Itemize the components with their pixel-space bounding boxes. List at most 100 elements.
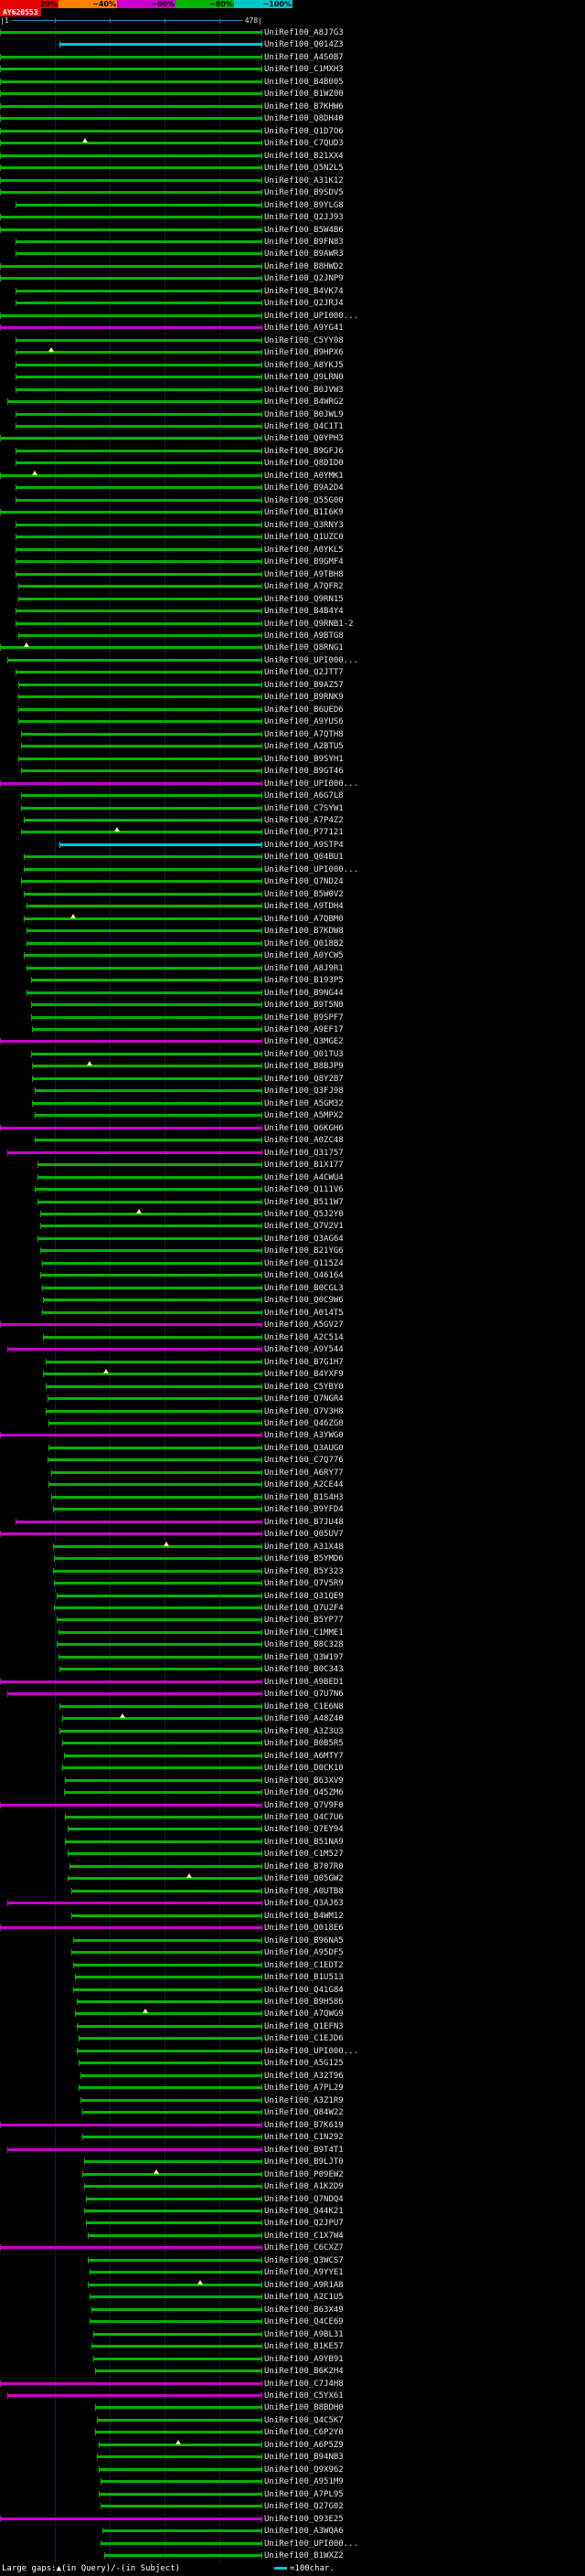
alignment-bar[interactable]: [48, 1419, 262, 1426]
alignment-bar[interactable]: [0, 275, 262, 282]
alignment-bar[interactable]: [39, 1247, 263, 1255]
alignment-bar[interactable]: [87, 2231, 262, 2239]
alignment-bar[interactable]: [92, 2330, 262, 2337]
alignment-bar[interactable]: [16, 521, 262, 528]
alignment-bar[interactable]: [0, 312, 262, 319]
alignment-bar[interactable]: [27, 903, 262, 910]
alignment-bar[interactable]: [47, 1395, 263, 1403]
alignment-bar[interactable]: [0, 78, 262, 85]
alignment-bar[interactable]: [17, 755, 263, 762]
alignment-bar[interactable]: [65, 1838, 262, 1845]
alignment-bar[interactable]: [39, 1209, 263, 1217]
alignment-bar[interactable]: [32, 1075, 262, 1082]
alignment-bar[interactable]: [89, 2269, 263, 2276]
alignment-bar[interactable]: [90, 2306, 263, 2313]
alignment-bar[interactable]: [100, 2503, 263, 2510]
alignment-bar[interactable]: [41, 1284, 263, 1291]
alignment-bar[interactable]: [76, 2022, 262, 2030]
alignment-bar[interactable]: [37, 1161, 262, 1169]
alignment-bar[interactable]: [48, 1444, 262, 1451]
alignment-bar[interactable]: [16, 287, 262, 294]
alignment-bar[interactable]: [43, 1297, 262, 1304]
alignment-bar[interactable]: [37, 1173, 262, 1181]
alignment-bar[interactable]: [50, 1493, 263, 1500]
alignment-bar[interactable]: [0, 226, 262, 233]
alignment-bar[interactable]: [16, 361, 262, 368]
alignment-bar[interactable]: [32, 1099, 262, 1107]
alignment-bar[interactable]: [16, 386, 262, 393]
alignment-bar[interactable]: [17, 583, 263, 590]
alignment-bar[interactable]: [23, 853, 263, 861]
alignment-bar[interactable]: [98, 2439, 262, 2448]
alignment-bar[interactable]: [0, 152, 262, 159]
alignment-bar[interactable]: [6, 1691, 263, 1698]
alignment-bar[interactable]: [0, 53, 262, 60]
alignment-bar[interactable]: [78, 2035, 263, 2042]
alignment-bar[interactable]: [17, 705, 263, 713]
alignment-bar[interactable]: [41, 1259, 263, 1267]
alignment-bar[interactable]: [23, 817, 263, 823]
alignment-bar[interactable]: [0, 1432, 262, 1439]
alignment-bar[interactable]: [63, 1789, 263, 1797]
alignment-bar[interactable]: [61, 1740, 263, 1747]
alignment-bar[interactable]: [83, 2207, 263, 2214]
alignment-bar[interactable]: [21, 878, 262, 885]
alignment-bar[interactable]: [52, 1567, 263, 1574]
alignment-bar[interactable]: [16, 460, 262, 467]
alignment-bar[interactable]: [16, 410, 262, 418]
alignment-bar[interactable]: [69, 1862, 263, 1870]
alignment-bar[interactable]: [76, 1998, 262, 2005]
alignment-bar[interactable]: [39, 1223, 263, 1230]
alignment-bar[interactable]: [52, 1506, 263, 1513]
alignment-bar[interactable]: [16, 546, 262, 553]
alignment-bar[interactable]: [21, 730, 262, 737]
alignment-bar[interactable]: [6, 2146, 263, 2153]
alignment-bar[interactable]: [16, 447, 262, 454]
alignment-bar[interactable]: [17, 631, 263, 639]
alignment-bar[interactable]: [6, 656, 263, 663]
alignment-bar[interactable]: [0, 66, 262, 73]
alignment-bar[interactable]: [45, 1383, 263, 1390]
alignment-bar[interactable]: [0, 509, 262, 516]
alignment-bar[interactable]: [43, 1369, 262, 1378]
alignment-bar[interactable]: [21, 804, 262, 811]
alignment-bar[interactable]: [74, 2009, 263, 2018]
alignment-bar[interactable]: [0, 176, 262, 184]
alignment-bar[interactable]: [81, 2168, 262, 2178]
alignment-bar[interactable]: [16, 558, 262, 566]
alignment-bar[interactable]: [0, 1321, 262, 1329]
alignment-bar[interactable]: [101, 2528, 263, 2535]
alignment-bar[interactable]: [56, 1617, 263, 1624]
alignment-bar[interactable]: [0, 29, 262, 36]
alignment-bar[interactable]: [41, 1309, 263, 1316]
alignment-bar[interactable]: [0, 1124, 262, 1131]
alignment-bar[interactable]: [85, 2220, 263, 2227]
alignment-bar[interactable]: [103, 2552, 262, 2560]
alignment-bar[interactable]: [21, 743, 262, 750]
alignment-bar[interactable]: [72, 1961, 263, 1968]
alignment-bar[interactable]: [23, 952, 263, 959]
alignment-bar[interactable]: [0, 138, 262, 147]
alignment-bar[interactable]: [16, 374, 262, 381]
alignment-bar[interactable]: [32, 1025, 262, 1033]
alignment-bar[interactable]: [0, 90, 262, 98]
alignment-bar[interactable]: [0, 2121, 262, 2128]
alignment-bar[interactable]: [6, 1149, 263, 1156]
alignment-bar[interactable]: [78, 2060, 263, 2067]
alignment-bar[interactable]: [87, 2256, 262, 2263]
alignment-bar[interactable]: [59, 841, 262, 848]
alignment-bar[interactable]: [6, 1900, 263, 1907]
alignment-bar[interactable]: [34, 1112, 263, 1119]
alignment-bar[interactable]: [67, 1826, 263, 1833]
alignment-bar[interactable]: [27, 928, 262, 935]
alignment-bar[interactable]: [61, 1765, 263, 1772]
alignment-bar[interactable]: [45, 1407, 263, 1415]
alignment-bar[interactable]: [85, 2195, 263, 2202]
alignment-bar[interactable]: [34, 1137, 263, 1144]
alignment-bar[interactable]: [0, 262, 262, 270]
alignment-bar[interactable]: [70, 1887, 262, 1894]
alignment-bar[interactable]: [0, 2244, 262, 2252]
alignment-bar[interactable]: [6, 398, 263, 406]
alignment-bar[interactable]: [50, 1468, 263, 1476]
alignment-bar[interactable]: [0, 324, 262, 332]
